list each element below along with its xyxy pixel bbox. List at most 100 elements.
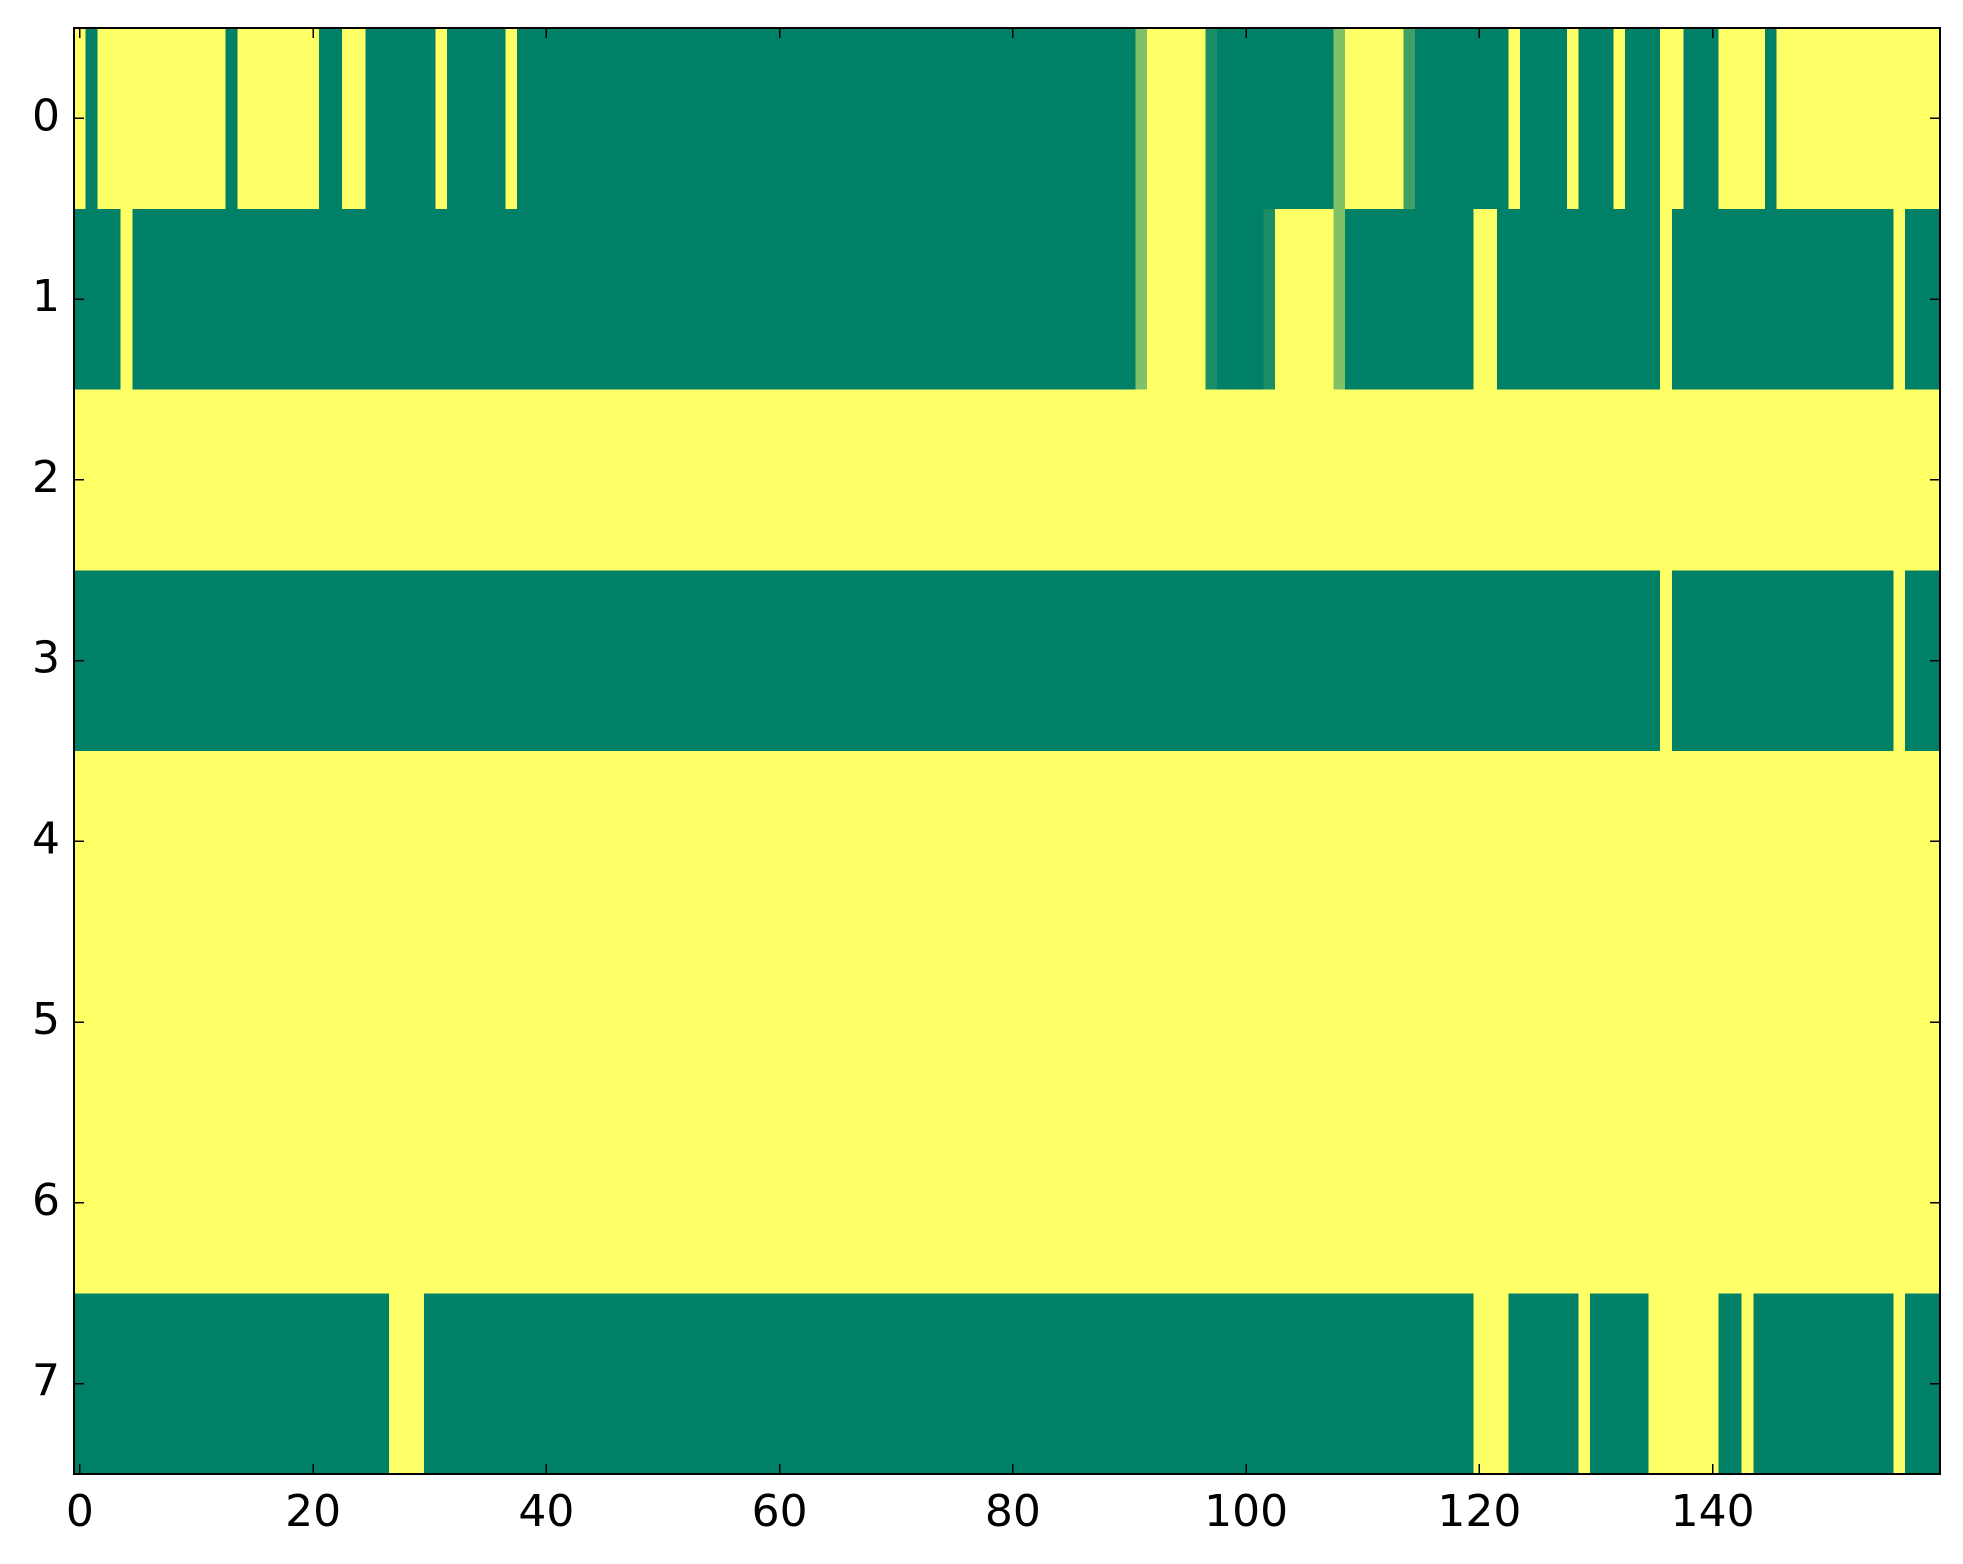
heatmap-cell — [1543, 1112, 1556, 1294]
heatmap-cell — [960, 1293, 973, 1475]
heatmap-cell — [715, 751, 728, 933]
heatmap-cell — [855, 570, 868, 752]
heatmap-cell — [692, 208, 705, 391]
heatmap-cell — [1660, 1293, 1673, 1475]
heatmap-cell — [808, 1293, 821, 1475]
heatmap-cell — [1578, 1293, 1591, 1475]
heatmap-cell — [1146, 28, 1160, 210]
heatmap-cell — [1730, 389, 1743, 571]
heatmap-cell — [1811, 751, 1824, 933]
heatmap-cell — [995, 389, 1008, 571]
heatmap-cell — [1566, 931, 1580, 1114]
heatmap-cell — [143, 389, 157, 571]
heatmap-cell — [762, 389, 775, 571]
heatmap-cell — [1275, 1112, 1288, 1294]
heatmap-cell — [937, 28, 950, 210]
heatmap-cell — [808, 1112, 821, 1294]
heatmap-cell — [132, 931, 145, 1114]
heatmap-cell — [633, 389, 647, 571]
heatmap-cell — [1485, 208, 1498, 391]
heatmap-cell — [1251, 1293, 1265, 1475]
heatmap-cell — [1170, 931, 1183, 1114]
heatmap-cell — [237, 1112, 250, 1294]
heatmap-cell — [1776, 28, 1789, 210]
heatmap-cell — [645, 389, 658, 571]
heatmap-cell — [505, 208, 518, 391]
heatmap-cell — [983, 570, 996, 752]
heatmap-cell — [1753, 570, 1766, 752]
heatmap-cell — [1111, 208, 1125, 391]
heatmap-cell — [388, 1293, 402, 1475]
heatmap-cell — [808, 28, 821, 210]
heatmap-cell — [85, 28, 98, 210]
heatmap-cell — [843, 570, 856, 752]
heatmap-cell — [1461, 389, 1475, 571]
heatmap-cell — [692, 1293, 705, 1475]
heatmap-cell — [797, 751, 810, 933]
heatmap-cell — [1426, 1112, 1440, 1294]
heatmap-cell — [1695, 570, 1708, 752]
heatmap-cell — [1193, 28, 1206, 210]
heatmap-cell — [738, 1293, 752, 1475]
heatmap-cell — [1473, 751, 1486, 933]
heatmap-cell — [1158, 1112, 1171, 1294]
heatmap-cell — [1730, 1293, 1743, 1475]
heatmap-cell — [1683, 1112, 1696, 1294]
heatmap-cell — [1076, 751, 1090, 933]
heatmap-cell — [552, 208, 565, 391]
heatmap-cell — [552, 1112, 565, 1294]
heatmap-cell — [937, 208, 950, 391]
heatmap-cell — [1461, 751, 1475, 933]
heatmap-cell — [1800, 1112, 1813, 1294]
heatmap-cell — [1263, 389, 1276, 571]
heatmap-cell — [1240, 570, 1253, 752]
heatmap-cell — [948, 751, 961, 933]
heatmap-cell — [1776, 751, 1789, 933]
heatmap-cell — [1811, 208, 1824, 391]
heatmap-cell — [552, 389, 565, 571]
heatmap-cell — [762, 28, 775, 210]
heatmap-cell — [225, 931, 238, 1114]
heatmap-cell — [1870, 751, 1883, 933]
heatmap-cell — [995, 1293, 1008, 1475]
heatmap-cell — [1893, 28, 1906, 210]
heatmap-cell — [598, 208, 612, 391]
heatmap-cell — [808, 389, 821, 571]
heatmap-cell — [377, 931, 390, 1114]
heatmap-cell — [1835, 1112, 1848, 1294]
heatmap-cell — [587, 1112, 600, 1294]
heatmap-cell — [237, 208, 250, 391]
heatmap-cell — [1753, 1293, 1766, 1475]
heatmap-cell — [132, 570, 145, 752]
heatmap-cell — [1660, 570, 1673, 752]
heatmap-cell — [540, 389, 553, 571]
heatmap-cell — [470, 389, 483, 571]
heatmap-cell — [120, 570, 133, 752]
heatmap-cell — [1531, 1293, 1545, 1475]
heatmap-cell — [1100, 1293, 1113, 1475]
heatmap-cell — [1158, 28, 1171, 210]
heatmap-cell — [412, 1293, 425, 1475]
heatmap-cell — [832, 389, 845, 571]
heatmap-cell — [1170, 1293, 1183, 1475]
heatmap-cell — [1018, 751, 1031, 933]
heatmap-cell — [1893, 389, 1906, 571]
heatmap-cell — [377, 28, 390, 210]
heatmap-cell — [1403, 1112, 1416, 1294]
heatmap-cell — [1776, 1112, 1789, 1294]
heatmap-cell — [668, 931, 682, 1114]
heatmap-cell — [97, 1293, 110, 1475]
heatmap-cell — [948, 1112, 961, 1294]
heatmap-cell — [1205, 931, 1218, 1114]
heatmap-cell — [190, 208, 203, 391]
heatmap-cell — [1823, 28, 1836, 210]
heatmap-cell — [1776, 208, 1789, 391]
heatmap-cell — [1286, 1293, 1300, 1475]
heatmap-cell — [1625, 28, 1638, 210]
heatmap-cell — [1415, 751, 1428, 933]
heatmap-cell — [820, 570, 833, 752]
heatmap-cell — [878, 208, 891, 391]
heatmap-cell — [1380, 1293, 1393, 1475]
heatmap-cell — [890, 570, 903, 752]
